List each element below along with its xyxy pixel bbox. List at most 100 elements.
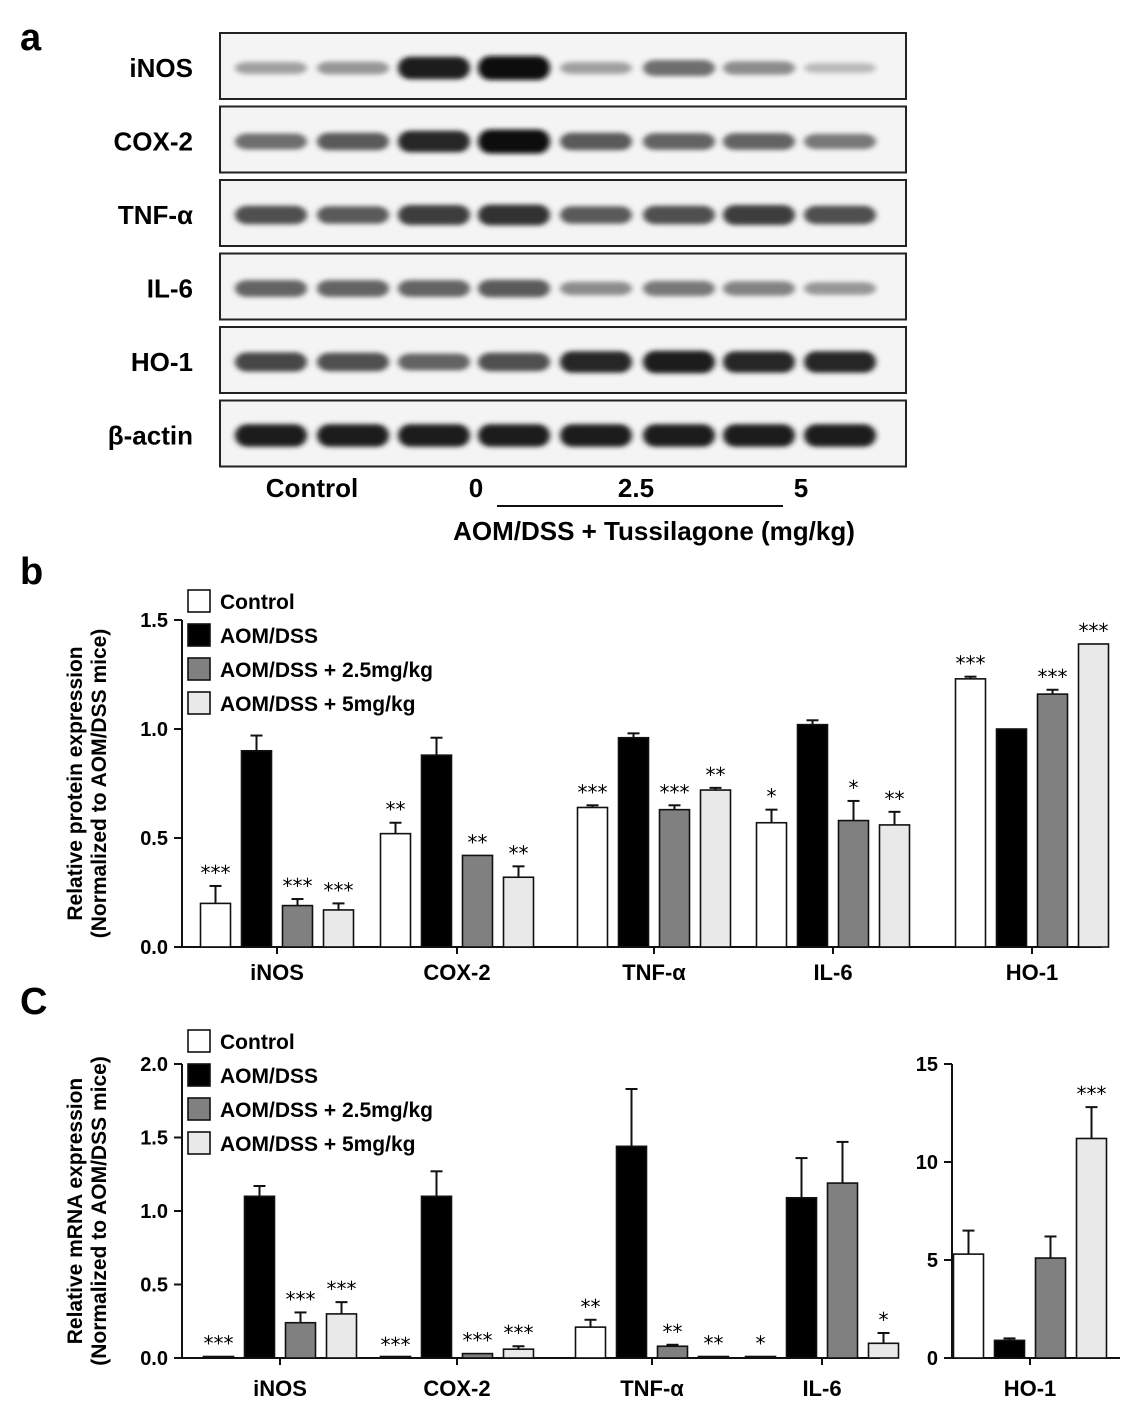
band-il-6-lane-1 <box>235 280 307 297</box>
bar-cox-2-aom-dss-2-5mg-kg <box>461 854 494 948</box>
category-label-cox-2: COX-2 <box>423 1376 490 1401</box>
bar-il-6-aom-dss-2-5mg-kg <box>837 819 870 948</box>
legend-swatch-aom-dss-5mg-kg <box>187 1131 211 1155</box>
y-tick-label: 0.0 <box>140 937 168 959</box>
lane-label-control: Control <box>266 473 358 503</box>
legend-label-control: Control <box>220 591 295 614</box>
significance-marker: *** <box>1038 665 1068 689</box>
significance-marker: * <box>879 1308 889 1332</box>
y-tick-label: 0.0 <box>140 1348 168 1370</box>
band-ho-1-lane-8 <box>804 351 876 373</box>
significance-marker: *** <box>201 861 231 885</box>
blot-label-actin: β-actin <box>108 421 193 451</box>
band-tnf-lane-2 <box>317 206 389 224</box>
bar-inos-aom-dss-5mg-kg <box>322 909 355 948</box>
blot-label-tnf: TNF-α <box>118 200 193 230</box>
y-tick-label: 1.0 <box>140 719 168 741</box>
significance-marker: *** <box>381 1333 411 1357</box>
blot-label-il-6: IL-6 <box>147 274 193 304</box>
significance-marker: * <box>756 1332 766 1356</box>
legend-label-aom-dss-5mg-kg: AOM/DSS + 5mg/kg <box>220 693 415 716</box>
bar-ho-1-aom-dss <box>995 728 1028 948</box>
bar-inos-aom-dss <box>240 749 273 948</box>
y-tick-label: 1.5 <box>140 1128 168 1150</box>
legend-label-aom-dss: AOM/DSS <box>220 1065 318 1088</box>
category-label-il-6: IL-6 <box>802 1376 841 1401</box>
bar-ho-1-control <box>954 678 987 948</box>
significance-marker: * <box>849 776 859 800</box>
band-il-6-lane-2 <box>317 280 389 297</box>
bar-ho-1-aom-dss-2-5mg-kg <box>1036 693 1069 948</box>
legend-label-aom-dss-2-5mg-kg: AOM/DSS + 2.5mg/kg <box>220 1099 433 1122</box>
legend-swatch-aom-dss-5mg-kg <box>187 691 211 715</box>
significance-marker: *** <box>283 874 313 898</box>
bar-cox-2-control <box>379 1355 412 1359</box>
significance-marker: *** <box>327 1277 357 1301</box>
band-cox-2-lane-5 <box>560 132 632 151</box>
y-axis-label: (Normalized to AOM/DSS mice) <box>88 629 111 939</box>
band-actin-lane-7 <box>723 424 795 447</box>
bar-cox-2-aom-dss-5mg-kg <box>502 1348 535 1359</box>
bar-cox-2-aom-dss-5mg-kg <box>502 876 535 948</box>
band-tnf-lane-8 <box>804 205 876 225</box>
band-ho-1-lane-2 <box>317 352 389 372</box>
category-label-cox-2: COX-2 <box>423 960 490 985</box>
bar-inos-aom-dss-2-5mg-kg <box>281 904 314 948</box>
band-cox-2-lane-2 <box>317 132 389 151</box>
band-inos-lane-5 <box>560 62 632 74</box>
band-inos-lane-3 <box>398 56 470 80</box>
band-inos-lane-6 <box>643 60 715 76</box>
band-tnf-lane-5 <box>560 206 632 224</box>
panel-c-letter: C <box>20 981 47 1023</box>
band-cox-2-lane-7 <box>723 133 795 150</box>
band-il-6-lane-5 <box>560 281 632 296</box>
bar-il-6-aom-dss-5mg-kg <box>867 1342 900 1359</box>
bar-tnf-aom-dss-2-5mg-kg <box>658 808 691 948</box>
band-actin-lane-4 <box>478 424 550 447</box>
bar-il-6-aom-dss <box>796 723 829 948</box>
y-tick-label: 10 <box>916 1152 938 1174</box>
y-axis-label: (Normalized to AOM/DSS mice) <box>88 1056 111 1366</box>
bar-tnf-aom-dss-5mg-kg <box>697 1355 730 1359</box>
bar-inos-control <box>199 902 232 948</box>
band-actin-lane-1 <box>235 424 307 447</box>
bar-cox-2-control <box>379 832 412 948</box>
y-tick-label: 1.5 <box>140 610 168 632</box>
bar-il-6-aom-dss-5mg-kg <box>878 824 911 948</box>
y-axis-label: Relative mRNA expression <box>64 1078 87 1345</box>
legend-label-aom-dss-5mg-kg: AOM/DSS + 5mg/kg <box>220 1133 415 1156</box>
y-tick-label: 5 <box>927 1250 938 1272</box>
legend-swatch-aom-dss-2-5mg-kg <box>187 657 211 681</box>
y-tick-label: 0.5 <box>140 828 168 850</box>
band-actin-lane-6 <box>643 424 715 447</box>
y-axis-label: Relative protein expression <box>64 646 87 920</box>
category-label-tnf: TNF-α <box>620 1376 684 1401</box>
significance-marker: *** <box>1077 1082 1107 1106</box>
band-inos-lane-2 <box>317 61 389 75</box>
category-label-il-6: IL-6 <box>813 960 852 985</box>
bar-inos-aom-dss-5mg-kg <box>325 1313 358 1359</box>
significance-marker: ** <box>468 830 488 854</box>
legend-swatch-control <box>187 1029 211 1053</box>
band-ho-1-lane-6 <box>643 350 715 374</box>
y-tick-label: 15 <box>916 1054 938 1076</box>
band-tnf-lane-4 <box>478 204 550 226</box>
bar-tnf-control <box>576 806 609 948</box>
bar-il-6-aom-dss <box>785 1196 818 1359</box>
significance-marker: *** <box>1079 619 1109 643</box>
panel-b-letter: b <box>20 551 43 593</box>
bar-ho-1-aom-dss-5mg-kg <box>1075 1137 1108 1359</box>
bar-ho-1-aom-dss-2-5mg-kg <box>1034 1257 1067 1359</box>
band-ho-1-lane-4 <box>478 352 550 372</box>
category-label-inos: iNOS <box>250 960 304 985</box>
band-cox-2-lane-8 <box>804 133 876 150</box>
bar-cox-2-aom-dss-2-5mg-kg <box>461 1352 494 1359</box>
y-tick-label: 2.0 <box>140 1054 168 1076</box>
legend-swatch-aom-dss <box>187 1063 211 1087</box>
bar-inos-aom-dss <box>243 1195 276 1359</box>
band-inos-lane-7 <box>723 61 795 75</box>
band-il-6-lane-4 <box>478 279 550 298</box>
significance-marker: *** <box>504 1321 534 1345</box>
